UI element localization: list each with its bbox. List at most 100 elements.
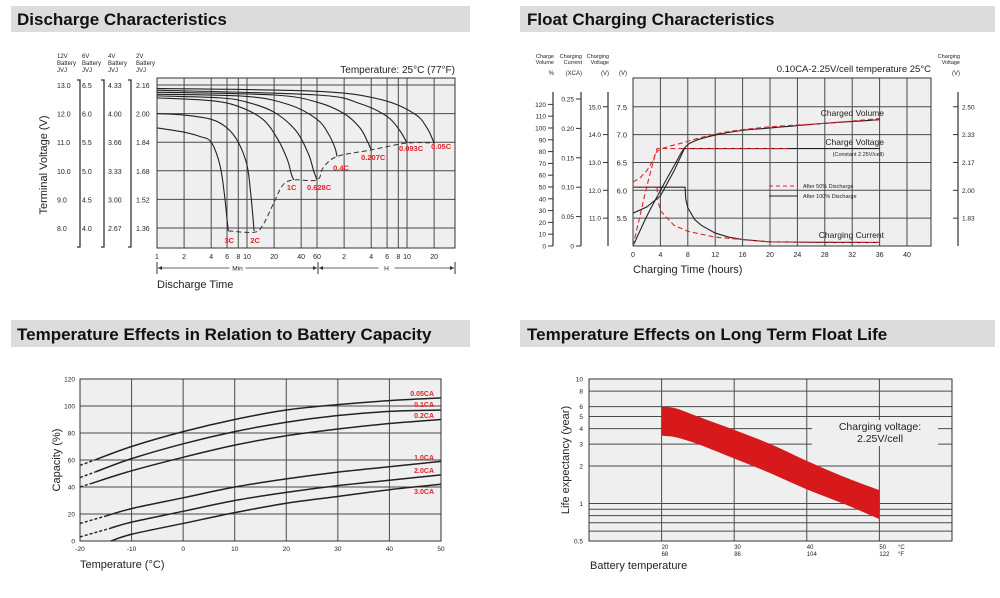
- y-tick-label: 1: [579, 501, 583, 508]
- rate-label: 0.093C: [399, 144, 424, 153]
- axis-header: JVJ: [108, 68, 118, 74]
- y-tick-label: 11.0: [57, 140, 70, 147]
- x-tick-label: 4: [369, 254, 373, 261]
- discharge-curve-0.4C: [156, 93, 338, 157]
- y-tick-label: 5.5: [82, 140, 92, 147]
- x-tick-label: -10: [127, 546, 137, 553]
- y-tick-label: 1.68: [136, 169, 150, 176]
- y-tick-label: 1.84: [136, 140, 150, 147]
- x-tick-label: 50: [437, 546, 445, 553]
- y-tick-label: 3: [579, 442, 583, 449]
- y-tick-label: 4.00: [108, 112, 122, 119]
- y-tick-label: 6: [579, 404, 583, 411]
- y-tick-label: 12.0: [588, 188, 601, 195]
- axis-header: JVJ: [57, 68, 67, 74]
- title-band: [11, 6, 470, 32]
- series-charged-volume-100: [632, 119, 880, 247]
- y-tick-label: 0.10: [561, 185, 574, 192]
- y-tick-label: 1.52: [136, 197, 150, 204]
- annotation-line: Charging voltage:: [839, 421, 921, 433]
- cutoff-voltage-line: [228, 142, 435, 234]
- axis-header: (V): [601, 71, 609, 77]
- capacity-curve-1.0CA: [105, 460, 442, 517]
- y-tick-label: 0: [71, 539, 75, 546]
- x-tick-label: 12: [711, 252, 719, 259]
- y-tick-label: 1.36: [136, 226, 150, 233]
- extrapolated-segment-0.2CA: [79, 483, 91, 488]
- y-tick-label: 9.0: [57, 197, 67, 204]
- y-tick-label: 8.0: [57, 226, 67, 233]
- y-tick-label: 20: [539, 220, 547, 227]
- series-label-charging-current: Charging Current: [819, 230, 885, 240]
- axis-header: (V): [619, 71, 627, 77]
- axis-header: Charging: [587, 54, 609, 60]
- x-tick-fahrenheit: 104: [807, 552, 818, 558]
- x-tick-label: 0: [181, 546, 185, 553]
- x-tick-label: 6: [225, 254, 229, 261]
- x-tick-label: 40: [297, 254, 305, 261]
- x-tick-label: 20: [430, 254, 438, 261]
- x-tick-label: 2: [182, 254, 186, 261]
- right-tick-label: 2.17: [962, 160, 975, 167]
- time-unit-bg: [229, 264, 246, 272]
- y-tick-label: 6.0: [82, 112, 92, 119]
- rate-label: 0.628C: [307, 183, 332, 192]
- time-unit-bg: [378, 264, 395, 272]
- arrow-icon: [158, 266, 162, 270]
- axis-header: Voltage: [591, 60, 609, 66]
- axis-header: Voltage: [942, 60, 960, 66]
- float-chart: 0 4 8 12 16 20 24 28 32 36 40 0 10 20 30 40 50 60 70 80 90 10…: [535, 54, 975, 259]
- annotation-line: 2.25V/cell: [857, 433, 903, 445]
- x-tick-label: 4: [658, 252, 662, 259]
- x-tick-label: 1: [155, 254, 159, 261]
- x-tick-label: 60: [313, 254, 321, 261]
- axis-header: (XCA): [566, 71, 582, 77]
- axis-header: Battery: [108, 61, 127, 67]
- axis-header: (V): [952, 71, 960, 77]
- y-tick-label: 0.25: [561, 97, 574, 104]
- y-tick-label: 0.20: [561, 126, 574, 133]
- y-tick-label: 5.0: [82, 169, 92, 176]
- discharge-annotation: Temperature: 25°C (77°F): [340, 65, 455, 76]
- right-tick-label: 2.00: [962, 188, 975, 195]
- y-tick-label: 3.33: [108, 169, 122, 176]
- extrapolated-segment-2.0CA: [79, 527, 112, 538]
- y-tick-label: 14.0: [588, 132, 601, 139]
- series-charging-current-50: [633, 186, 880, 244]
- series-charge-voltage-50: [632, 147, 791, 183]
- rate-label: 0.05CA: [410, 391, 434, 398]
- y-tick-label: 70: [539, 161, 547, 168]
- axis-header: 2V: [136, 54, 143, 60]
- discharge-curve-3C: [156, 127, 229, 231]
- title-band: [520, 6, 995, 32]
- annotation-box: [812, 420, 938, 446]
- x-tick-fahrenheit: 68: [662, 552, 669, 558]
- axis-bracket: [77, 79, 81, 248]
- rate-label: 3.0CA: [414, 489, 434, 496]
- discharge-curve-0.05C: [156, 87, 435, 144]
- capacity-chart: -20 -10 0 10 20 30 40 50 0 20 40 60 80 100 120 0.05CA 0.…: [64, 377, 445, 554]
- discharge-curve-0.207C: [156, 91, 372, 151]
- y-tick-label: 6.5: [82, 83, 92, 90]
- y-tick-label: 0: [570, 244, 574, 251]
- y-tick-label: 2: [579, 464, 583, 471]
- rate-label: 0.2CA: [414, 413, 434, 420]
- series-charging-current-100: [633, 186, 880, 244]
- x-tick-label: 30: [334, 546, 342, 553]
- extrapolated-segment-1.0CA: [79, 515, 106, 525]
- life-chart: 0.5123456810206830864010450122°C°FChargi…: [574, 377, 953, 558]
- axis-header: %: [549, 71, 555, 77]
- title-band: [11, 320, 470, 347]
- capacity-xlabel: Temperature (°C): [80, 559, 164, 571]
- axis-header: JVJ: [82, 68, 92, 74]
- unit-celsius: °C: [898, 545, 905, 551]
- y-tick-label: 3.66: [108, 140, 122, 147]
- time-unit-label: Min: [232, 266, 243, 273]
- discharge-curve-1C: [156, 97, 295, 181]
- capacity-curve-3.0CA: [110, 483, 442, 542]
- discharge-curve-0.628C: [156, 95, 318, 181]
- y-tick-label: 4.0: [82, 226, 92, 233]
- float-xlabel: Charging Time (hours): [633, 264, 742, 276]
- x-tick-label: 6: [385, 254, 389, 261]
